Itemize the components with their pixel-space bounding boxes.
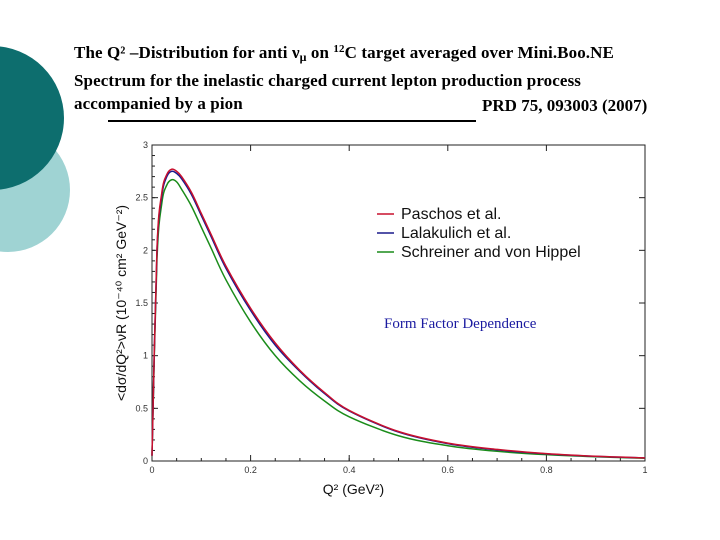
slide-title: The Q² –Distribution for anti νμ on 12C … (74, 38, 714, 115)
legend-entry: Schreiner and von Hippel (401, 244, 581, 261)
x-tick-label: 0.8 (540, 465, 553, 475)
y-tick-label: 2.5 (135, 193, 148, 203)
x-tick-label: 0 (149, 465, 154, 475)
title-line-3: accompanied by a pion (74, 94, 243, 113)
reference-citation: PRD 75, 093003 (2007) (482, 96, 648, 115)
y-axis-label: <dσ/dQ²>νR (10⁻⁴⁰ cm² GeV⁻²) (113, 205, 129, 401)
x-tick-label: 0.2 (244, 465, 257, 475)
y-tick-label: 1 (143, 351, 148, 361)
y-tick-label: 0 (143, 456, 148, 466)
deco-circle-dark (0, 46, 64, 190)
x-tick-label: 0.6 (442, 465, 455, 475)
series-line-paschos-et-al (151, 168, 646, 459)
x-axis-label: Q² (GeV²) (323, 481, 384, 497)
legend-entry: Paschos et al. (401, 206, 502, 223)
decorative-circles (0, 46, 70, 252)
x-tick-label: 0.4 (343, 465, 356, 475)
series-line-schreiner-and-von-hippel (151, 178, 646, 460)
x-tick-label: 1 (642, 465, 647, 475)
q2-distribution-chart: 0 0.2 0.4 0.6 0.8 1 0 0.5 1 1.5 2 2.5 3 Q² (GeV²) <dσ/… (113, 140, 648, 497)
y-tick-label: 1.5 (135, 298, 148, 308)
plot-frame (151, 144, 646, 462)
legend-entry: Lalakulich et al. (401, 225, 511, 242)
y-tick-label: 0.5 (135, 403, 148, 413)
title-superscript: 12 (333, 43, 345, 55)
title-subscript: μ (299, 50, 307, 64)
title-line-2: Spectrum for the inelastic charged curre… (74, 71, 582, 90)
series-line-lalakulich-et-al (151, 170, 646, 459)
title-underline (108, 120, 476, 122)
y-tick-label: 2 (143, 245, 148, 255)
chart-annotation: Form Factor Dependence (384, 316, 537, 332)
y-tick-label: 3 (143, 140, 148, 150)
title-line-1: The Q² –Distribution for anti νμ on 12C … (74, 43, 614, 64)
